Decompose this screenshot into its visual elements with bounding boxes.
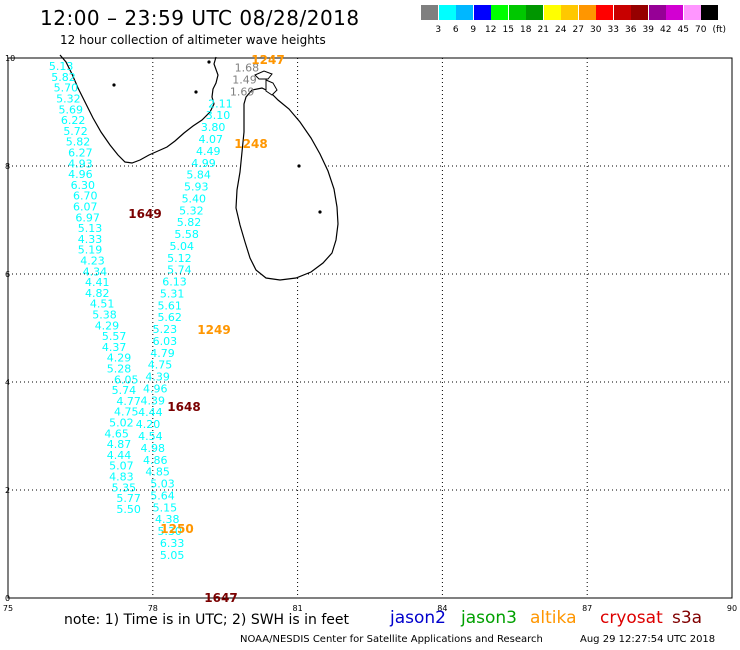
- islet: [194, 90, 197, 93]
- x-tick-label: 90: [727, 604, 737, 613]
- satellite-cryosat-label: cryosat: [600, 608, 663, 628]
- y-tick-label: 6: [5, 270, 10, 279]
- wave-height-label: 5.05: [160, 549, 185, 562]
- track-id-label: 1647: [204, 591, 237, 605]
- y-tick-label: 10: [5, 54, 15, 63]
- islet: [297, 164, 300, 167]
- track-id-label: 1248: [234, 137, 267, 151]
- satellite-altika-label: altika: [530, 608, 577, 628]
- satellite-jason2-label: jason2: [390, 608, 446, 628]
- track-id-label: 1250: [160, 522, 193, 536]
- footer-credit: NOAA/NESDIS Center for Satellite Applica…: [240, 634, 543, 645]
- track-id-label: 1649: [128, 207, 161, 221]
- y-tick-label: 8: [5, 162, 10, 171]
- footer-timestamp: Aug 29 12:27:54 UTC 2018: [580, 634, 715, 645]
- x-tick-label: 87: [582, 604, 592, 613]
- x-tick-label: 75: [3, 604, 13, 613]
- wave-height-label-nodata: 1.69: [230, 85, 255, 98]
- islet: [112, 83, 115, 86]
- islet: [318, 210, 321, 213]
- note-text: note: 1) Time is in UTC; 2) SWH is in fe…: [64, 612, 349, 628]
- islet: [207, 60, 210, 63]
- y-tick-label: 4: [5, 378, 10, 387]
- sri-lanka-island: [236, 88, 338, 280]
- track-id-label: 1247: [251, 53, 284, 67]
- satellite-s3a-label: s3a: [672, 608, 702, 628]
- satellite-jason3-label: jason3: [461, 608, 517, 628]
- track-id-label: 1648: [167, 400, 200, 414]
- wave-height-label: 5.50: [116, 503, 141, 516]
- y-tick-label: 2: [5, 486, 10, 495]
- track-id-label: 1249: [197, 323, 230, 337]
- y-tick-label: 0: [5, 594, 10, 603]
